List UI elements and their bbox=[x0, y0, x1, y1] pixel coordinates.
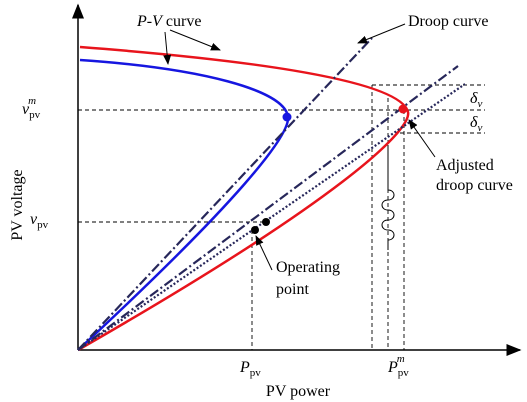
operating-label: Operating bbox=[276, 259, 340, 276]
y-axis-title: PV voltage bbox=[9, 169, 26, 240]
delta-label: δv bbox=[470, 90, 482, 110]
delta-label: δv bbox=[470, 114, 482, 134]
oscillation bbox=[381, 145, 395, 250]
ppvm-label: Ppvm bbox=[387, 353, 409, 379]
red-pv-curve bbox=[77, 45, 410, 352]
vpv-label: vpv bbox=[30, 211, 49, 231]
dotted-line bbox=[77, 83, 466, 351]
blue-pv-curve bbox=[77, 58, 290, 351]
vpvm-label: vpvm bbox=[22, 95, 41, 121]
adjusted-droop-line bbox=[77, 65, 459, 351]
droop-label: Droop curve bbox=[408, 13, 488, 30]
operating-label: point bbox=[276, 281, 309, 298]
red-point bbox=[398, 104, 408, 114]
pv-curve-label: P-V curve bbox=[136, 13, 201, 30]
op-point bbox=[251, 226, 259, 234]
adjusted-label: droop curve bbox=[436, 177, 513, 194]
pointers bbox=[163, 23, 436, 271]
guides bbox=[78, 84, 485, 350]
adjusted-label: Adjusted bbox=[436, 157, 494, 174]
blue-point bbox=[282, 112, 292, 122]
x-axis-title: PV power bbox=[266, 383, 331, 400]
op-point bbox=[262, 218, 270, 226]
ppv-label: Ppv bbox=[239, 359, 261, 379]
